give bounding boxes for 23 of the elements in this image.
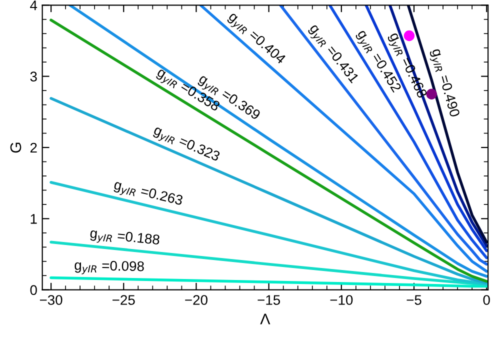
y-tick-label: 4 [30, 0, 38, 10]
annotation: g$_{yIR}$ =0.263 [112, 179, 184, 210]
x-tick-label: −25 [112, 295, 135, 305]
x-tick-label: −20 [185, 295, 208, 305]
x-axis-title: Λ [260, 314, 270, 324]
annotation: g$_{yIR}$ =0.098 [74, 260, 144, 276]
y-tick-label: 1 [30, 214, 37, 224]
annotation: g$_{yIR}$ =0.490 [428, 48, 460, 118]
y-tick-label: 3 [30, 72, 37, 82]
x-tick-label: 0 [483, 295, 490, 305]
y-tick-label: 0 [30, 285, 37, 296]
x-tick-label: −5 [406, 295, 422, 305]
x-tick-label: −15 [258, 295, 280, 305]
annotation: g$_{yIR}$ =0.404 [225, 11, 287, 68]
line-series [50, 276, 488, 288]
line-series [50, 180, 488, 286]
annotation: g$_{yIR}$ =0.188 [90, 228, 160, 249]
y-tick-label: 2 [30, 142, 37, 153]
annotation: g$_{yIR}$ =0.323 [152, 124, 221, 166]
line-series [328, 5, 488, 260]
x-tick-label: −30 [40, 295, 62, 305]
x-tick-label: −10 [330, 295, 353, 305]
y-axis-title: G [10, 142, 22, 153]
